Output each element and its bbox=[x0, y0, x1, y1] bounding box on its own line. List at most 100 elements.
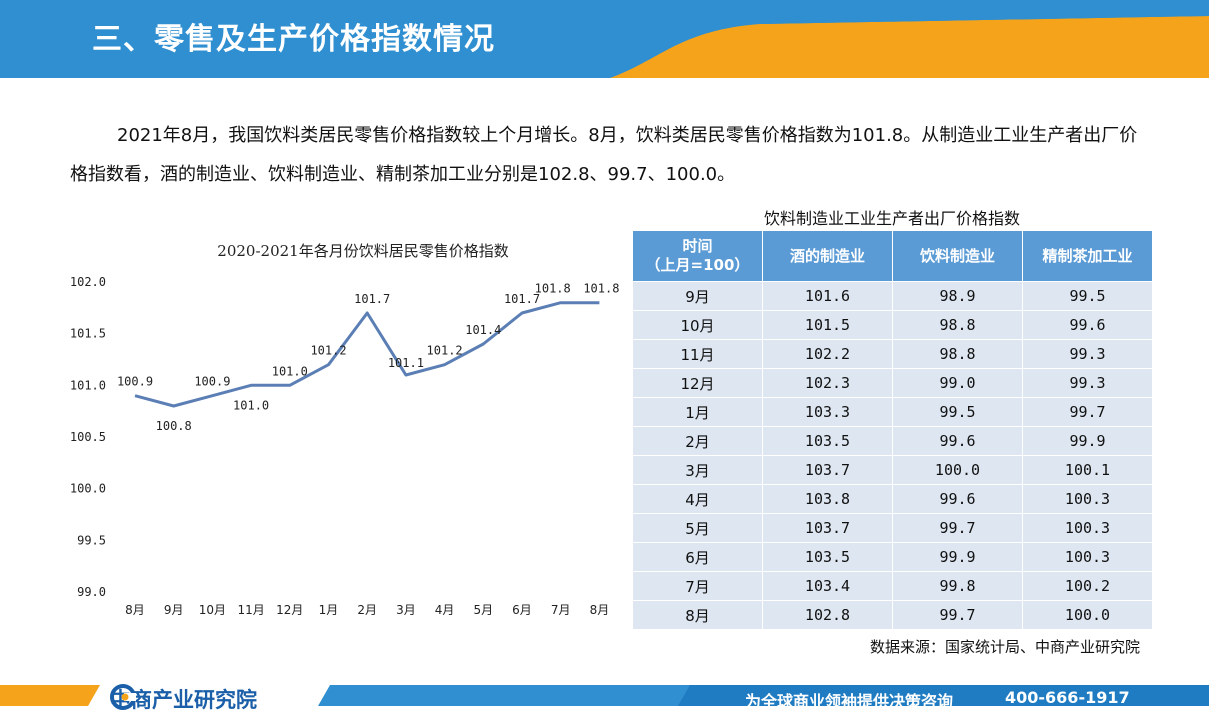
x-tick-label: 1月 bbox=[319, 603, 339, 617]
header-liquor: 酒的制造业 bbox=[762, 230, 893, 282]
cell-value: 103.7 bbox=[762, 455, 893, 485]
company-logo: 中商产业研究院 bbox=[110, 684, 257, 714]
y-tick-label: 101.0 bbox=[70, 378, 106, 392]
intro-paragraph: 2021年8月，我国饮料类居民零售价格指数较上个月增长。8月，饮料类居民零售价格… bbox=[70, 125, 1138, 185]
cell-value: 100.3 bbox=[1022, 484, 1153, 514]
line-chart: 102.0 101.5 101.0 100.5 100.0 99.5 99.0 8月 9月 10月… bbox=[70, 275, 620, 617]
x-tick-label: 6月 bbox=[512, 603, 532, 617]
x-tick-label: 7月 bbox=[551, 603, 571, 617]
line-chart-title: 2020-2021年各月份饮料居民零售价格指数 bbox=[217, 242, 509, 260]
table-row: 8月 102.8 99.7 100.0 bbox=[632, 600, 1153, 630]
table-row: 11月 102.2 98.8 99.3 bbox=[632, 339, 1153, 369]
cell-month: 2月 bbox=[632, 426, 763, 456]
data-label: 100.9 bbox=[117, 375, 153, 389]
cell-month: 11月 bbox=[632, 339, 763, 369]
cell-value: 102.2 bbox=[762, 339, 893, 369]
cell-value: 99.7 bbox=[892, 600, 1023, 630]
y-tick-label: 101.5 bbox=[70, 327, 106, 341]
cell-value: 99.7 bbox=[1022, 397, 1153, 427]
cell-value: 99.0 bbox=[892, 368, 1023, 398]
data-label: 101.7 bbox=[354, 292, 390, 306]
data-label: 101.0 bbox=[233, 398, 269, 412]
cell-value: 99.5 bbox=[892, 397, 1023, 427]
header-beverage: 饮料制造业 bbox=[892, 230, 1023, 282]
x-tick-label: 8月 bbox=[125, 603, 145, 617]
y-tick-label: 99.5 bbox=[77, 533, 106, 547]
cell-month: 9月 bbox=[632, 281, 763, 311]
cell-value: 99.9 bbox=[1022, 426, 1153, 456]
cell-value: 99.7 bbox=[892, 513, 1023, 543]
cell-value: 100.0 bbox=[892, 455, 1023, 485]
cell-month: 12月 bbox=[632, 368, 763, 398]
data-label: 101.8 bbox=[583, 282, 619, 296]
data-label: 101.8 bbox=[535, 282, 571, 296]
footer-background bbox=[0, 685, 1209, 706]
cell-value: 103.8 bbox=[762, 484, 893, 514]
footer-slogan: 为全球商业领袖提供决策咨询 bbox=[745, 692, 954, 711]
cell-value: 99.6 bbox=[1022, 310, 1153, 340]
x-tick-label: 10月 bbox=[199, 603, 226, 617]
cell-value: 99.3 bbox=[1022, 339, 1153, 369]
cell-value: 102.8 bbox=[762, 600, 893, 630]
table-header-row: 时间 （上月=100） 酒的制造业 饮料制造业 精制茶加工业 bbox=[632, 230, 1153, 282]
cell-value: 99.5 bbox=[1022, 281, 1153, 311]
page-title: 三、零售及生产价格指数情况 bbox=[92, 22, 495, 57]
cell-value: 99.6 bbox=[892, 484, 1023, 514]
y-tick-label: 102.0 bbox=[70, 275, 106, 289]
cell-value: 99.6 bbox=[892, 426, 1023, 456]
data-source: 数据来源：国家统计局、中商产业研究院 bbox=[869, 638, 1140, 656]
header-background bbox=[0, 0, 1209, 78]
table-title: 饮料制造业工业生产者出厂价格指数 bbox=[763, 209, 1020, 228]
cell-month: 3月 bbox=[632, 455, 763, 485]
cell-value: 103.7 bbox=[762, 513, 893, 543]
table-row: 9月 101.6 98.9 99.5 bbox=[632, 281, 1153, 311]
data-label: 100.9 bbox=[194, 375, 230, 389]
y-tick-label: 100.5 bbox=[70, 430, 106, 444]
table-row: 3月 103.7 100.0 100.1 bbox=[632, 455, 1153, 485]
cell-month: 6月 bbox=[632, 542, 763, 572]
cell-month: 1月 bbox=[632, 397, 763, 427]
x-tick-label: 2月 bbox=[357, 603, 377, 617]
x-tick-label: 5月 bbox=[473, 603, 493, 617]
cell-value: 100.3 bbox=[1022, 513, 1153, 543]
cell-value: 103.3 bbox=[762, 397, 893, 427]
data-label: 101.2 bbox=[427, 344, 463, 358]
data-label: 101.0 bbox=[272, 364, 308, 378]
x-tick-label: 12月 bbox=[276, 603, 303, 617]
table-row: 7月 103.4 99.8 100.2 bbox=[632, 571, 1153, 601]
x-tick-label: 3月 bbox=[396, 603, 416, 617]
table-row: 1月 103.3 99.5 99.7 bbox=[632, 397, 1153, 427]
cell-value: 99.8 bbox=[892, 571, 1023, 601]
cell-month: 5月 bbox=[632, 513, 763, 543]
cell-value: 101.5 bbox=[762, 310, 893, 340]
data-label: 101.7 bbox=[504, 292, 540, 306]
header-time-line: 时间 bbox=[682, 237, 713, 255]
table-row: 5月 103.7 99.7 100.3 bbox=[632, 513, 1153, 543]
cell-value: 100.3 bbox=[1022, 542, 1153, 572]
cell-month: 8月 bbox=[632, 600, 763, 630]
header-tea: 精制茶加工业 bbox=[1022, 230, 1153, 282]
header-time: 时间 （上月=100） bbox=[632, 230, 763, 282]
logo-mark-icon bbox=[110, 684, 136, 710]
data-label: 101.4 bbox=[465, 323, 501, 337]
cell-value: 98.9 bbox=[892, 281, 1023, 311]
table-row: 10月 101.5 98.8 99.6 bbox=[632, 310, 1153, 340]
cell-value: 103.5 bbox=[762, 426, 893, 456]
x-tick-label: 8月 bbox=[590, 603, 610, 617]
cell-value: 101.6 bbox=[762, 281, 893, 311]
cell-value: 102.3 bbox=[762, 368, 893, 398]
cell-value: 103.4 bbox=[762, 571, 893, 601]
x-tick-label: 9月 bbox=[164, 603, 184, 617]
table-row: 6月 103.5 99.9 100.3 bbox=[632, 542, 1153, 572]
data-label: 100.8 bbox=[156, 419, 192, 433]
ppi-table: 时间 （上月=100） 酒的制造业 饮料制造业 精制茶加工业 9月 101.6 98.… bbox=[632, 230, 1153, 630]
x-tick-label: 4月 bbox=[435, 603, 455, 617]
table-row: 4月 103.8 99.6 100.3 bbox=[632, 484, 1153, 514]
footer-banner: 中商产业研究院 为全球商业领袖提供决策咨询 400-666-1917 bbox=[0, 680, 1209, 718]
cell-value: 98.8 bbox=[892, 310, 1023, 340]
y-tick-label: 100.0 bbox=[70, 482, 106, 496]
footer-phone: 400-666-1917 bbox=[1005, 688, 1130, 707]
series-line bbox=[134, 301, 600, 408]
cell-value: 103.5 bbox=[762, 542, 893, 572]
header-banner: 三、零售及生产价格指数情况 bbox=[0, 0, 1209, 78]
